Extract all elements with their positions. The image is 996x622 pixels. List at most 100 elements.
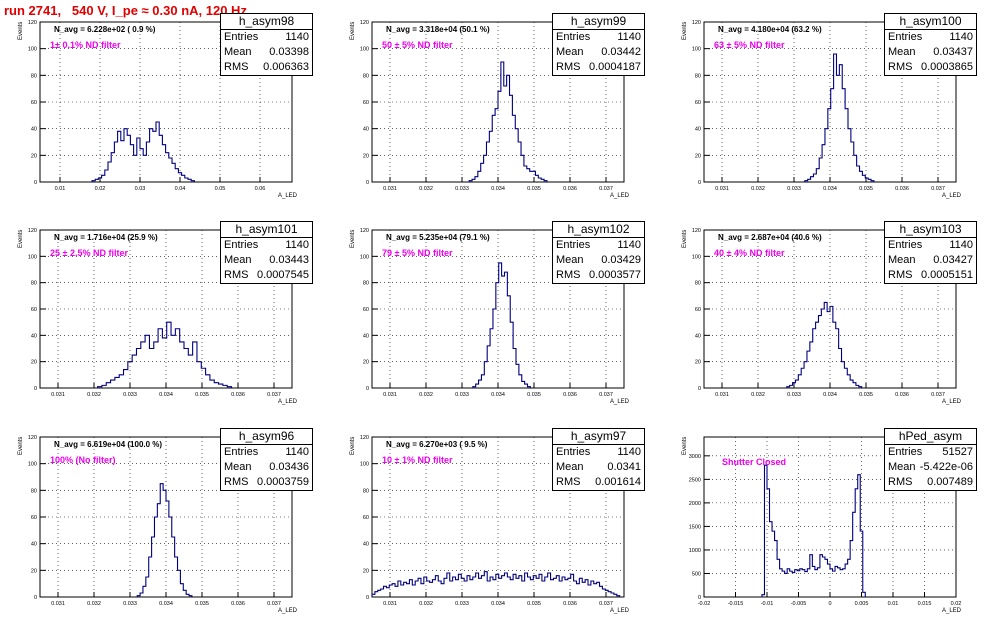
panel-h_asym103: 0.031 0.032 0.033 0.034 0.035 0.036 0.037 0 20 40… bbox=[692, 228, 957, 398]
x-tick-label: -0.015 bbox=[728, 601, 744, 607]
stats-value: 0.0007545 bbox=[257, 269, 309, 281]
stats-value: 0.007489 bbox=[927, 476, 973, 488]
stats-title: h_asym103 bbox=[885, 222, 976, 238]
stats-key: RMS bbox=[556, 269, 581, 281]
stats-value: 1140 bbox=[285, 31, 309, 43]
x-tick-label: 0.031 bbox=[51, 601, 65, 607]
navg-text: N_avg = 5.235e+04 (79.1 %) bbox=[386, 233, 490, 242]
y-tick-label: 80 bbox=[31, 281, 37, 287]
stats-value: 1140 bbox=[617, 239, 641, 251]
navg-text: N_avg = 1.716e+04 (25.9 %) bbox=[54, 233, 158, 242]
stats-row-rms: RMS 0.0003865 bbox=[885, 60, 976, 75]
navg-text: N_avg = 6.228e+02 ( 0.9 %) bbox=[54, 25, 156, 34]
panel-h_asym101: 0.031 0.032 0.033 0.034 0.035 0.036 0.037 0 20 40… bbox=[28, 228, 293, 398]
y-tick-label: 100 bbox=[28, 254, 37, 260]
x-tick-label: 0.033 bbox=[123, 601, 137, 607]
x-tick-label: 0.031 bbox=[383, 186, 397, 192]
y-tick-label: 100 bbox=[360, 462, 369, 468]
x-tick-label: 0.035 bbox=[527, 186, 541, 192]
stats-key: Entries bbox=[224, 239, 259, 251]
panel-h_asym97: 0.031 0.032 0.033 0.034 0.035 0.036 0.037 0 20 40… bbox=[360, 435, 625, 607]
stats-row-entries: Entries 1140 bbox=[221, 30, 312, 45]
x-tick-label: 0.031 bbox=[715, 392, 729, 398]
x-axis-label: A_LED bbox=[942, 399, 962, 405]
stats-row-rms: RMS 0.0003577 bbox=[553, 268, 644, 283]
stats-row-mean: Mean 0.03429 bbox=[553, 253, 644, 268]
y-tick-label: 20 bbox=[363, 360, 369, 366]
x-tick-label: 0.037 bbox=[599, 392, 613, 398]
y-tick-label: 80 bbox=[31, 73, 37, 79]
y-tick-label: 20 bbox=[363, 568, 369, 574]
x-tick-label: 0.036 bbox=[895, 392, 909, 398]
stats-value: 0.001614 bbox=[595, 476, 641, 488]
stats-row-mean: Mean 0.03427 bbox=[885, 253, 976, 268]
stats-key: RMS bbox=[224, 269, 249, 281]
x-axis-label: A_LED bbox=[942, 608, 962, 614]
stats-title: h_asym96 bbox=[221, 429, 312, 445]
stats-row-mean: Mean 0.03398 bbox=[221, 45, 312, 60]
x-tick-label: 0.033 bbox=[455, 601, 469, 607]
y-axis-label: Events bbox=[682, 21, 688, 40]
stats-row-mean: Mean -5.422e-06 bbox=[885, 460, 976, 475]
stats-row-mean: Mean 0.03442 bbox=[553, 45, 644, 60]
x-tick-label: 0.037 bbox=[267, 392, 281, 398]
stats-value: 51527 bbox=[942, 446, 973, 458]
stats-row-mean: Mean 0.03436 bbox=[221, 460, 312, 475]
stats-key: Entries bbox=[224, 31, 259, 43]
y-tick-label: 0 bbox=[366, 180, 369, 186]
x-tick-label: 0.031 bbox=[383, 601, 397, 607]
stats-row-rms: RMS 0.006363 bbox=[221, 60, 312, 75]
x-axis-label: A_LED bbox=[610, 399, 630, 405]
x-tick-label: 0.034 bbox=[491, 601, 505, 607]
x-tick-label: 0.034 bbox=[491, 186, 505, 192]
y-tick-label: 80 bbox=[363, 73, 369, 79]
x-tick-label: 0.032 bbox=[87, 392, 101, 398]
histogram-line bbox=[371, 571, 621, 597]
stats-row-entries: Entries 1140 bbox=[221, 238, 312, 253]
x-axis-label: A_LED bbox=[942, 193, 962, 199]
navg-text: N_avg = 6.270e+03 ( 9.5 %) bbox=[386, 440, 488, 449]
stats-value: 1140 bbox=[285, 446, 309, 458]
y-tick-label: 120 bbox=[360, 435, 369, 441]
stats-value: 1140 bbox=[949, 31, 973, 43]
x-tick-label: 0.036 bbox=[563, 392, 577, 398]
x-tick-label: 0.034 bbox=[159, 392, 173, 398]
y-tick-label: 0 bbox=[366, 595, 369, 601]
x-tick-label: 0.06 bbox=[255, 186, 266, 192]
y-tick-label: 3000 bbox=[689, 454, 701, 460]
y-tick-label: 60 bbox=[31, 515, 37, 521]
x-tick-label: 0.037 bbox=[599, 601, 613, 607]
y-tick-label: 40 bbox=[31, 542, 37, 548]
filter-annotation: 100% (No filter) bbox=[50, 455, 116, 465]
stats-key: RMS bbox=[888, 269, 913, 281]
stats-key: Mean bbox=[556, 254, 584, 266]
stats-title: h_asym100 bbox=[885, 14, 976, 30]
y-tick-label: 60 bbox=[695, 100, 701, 106]
histogram-line bbox=[761, 464, 866, 597]
histogram-line bbox=[786, 301, 863, 388]
y-axis-label: Events bbox=[350, 21, 356, 40]
y-tick-label: 0 bbox=[698, 595, 701, 601]
stats-value: -5.422e-06 bbox=[919, 461, 973, 473]
y-tick-label: 120 bbox=[692, 228, 701, 234]
y-tick-label: 0 bbox=[34, 386, 37, 392]
y-tick-label: 60 bbox=[363, 100, 369, 106]
x-tick-label: 0.037 bbox=[931, 186, 945, 192]
stats-row-rms: RMS 0.007489 bbox=[885, 475, 976, 490]
y-tick-label: 0 bbox=[34, 180, 37, 186]
stats-key: Entries bbox=[888, 31, 923, 43]
stats-title: hPed_asym bbox=[885, 429, 976, 445]
y-tick-label: 0 bbox=[698, 386, 701, 392]
y-axis-label: Events bbox=[350, 436, 356, 455]
x-tick-label: 0.035 bbox=[527, 601, 541, 607]
x-axis-label: A_LED bbox=[610, 608, 630, 614]
y-tick-label: 20 bbox=[695, 360, 701, 366]
filter-annotation: 1± 0.1% ND filter bbox=[50, 40, 121, 50]
stats-row-entries: Entries 1140 bbox=[553, 30, 644, 45]
stats-key: Entries bbox=[888, 446, 923, 458]
y-tick-label: 40 bbox=[695, 333, 701, 339]
y-tick-label: 0 bbox=[366, 386, 369, 392]
y-tick-label: 120 bbox=[28, 228, 37, 234]
stats-box-h_asym100: h_asym100 Entries 1140 Mean 0.03437 RMS 0.0003… bbox=[884, 13, 977, 76]
